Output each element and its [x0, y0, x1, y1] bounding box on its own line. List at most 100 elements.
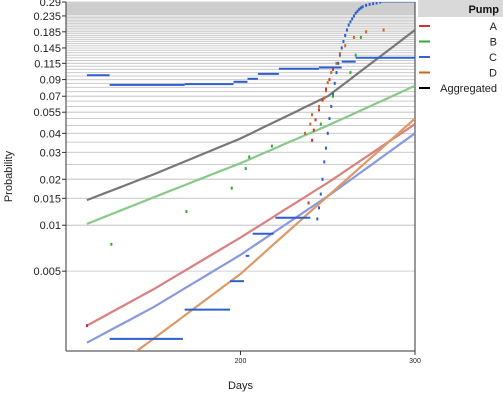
- data-point: [318, 108, 321, 112]
- data-point: [314, 118, 317, 122]
- y-tick-label: 0.03: [40, 147, 61, 159]
- data-point: [110, 242, 113, 246]
- series-Aggregated-curve: [86, 29, 415, 202]
- legend-title: Pump: [468, 4, 499, 16]
- data-point: [323, 160, 326, 164]
- data-point: [344, 33, 347, 37]
- legend-label: Aggregated: [440, 83, 497, 95]
- data-point: [349, 20, 352, 24]
- data-point: [309, 122, 312, 126]
- data-point: [361, 5, 364, 9]
- series-B-points: [110, 35, 362, 246]
- data-point: [365, 30, 368, 34]
- series-C-steps: [86, 56, 415, 340]
- y-tick-label: 0.115: [34, 58, 61, 70]
- legend-label: D: [489, 68, 497, 80]
- y-tick-label: 0.015: [33, 193, 61, 205]
- data-point: [368, 2, 371, 6]
- data-point: [321, 177, 324, 181]
- data-point: [326, 81, 329, 85]
- x-tick-label: 300: [409, 358, 421, 365]
- data-point: [335, 61, 338, 65]
- x-axis-title: Days: [228, 380, 254, 392]
- data-point: [321, 98, 324, 102]
- data-point: [316, 217, 319, 221]
- data-point: [311, 113, 314, 117]
- data-point: [372, 2, 375, 6]
- data-point: [354, 53, 357, 57]
- data-point: [340, 46, 343, 50]
- y-tick-label: 0.07: [40, 91, 61, 103]
- y-tick-label: 0.185: [33, 27, 61, 39]
- data-point: [344, 44, 347, 48]
- data-point: [318, 104, 321, 108]
- data-point: [338, 52, 341, 56]
- data-point: [326, 131, 329, 135]
- data-point: [318, 206, 321, 210]
- data-point: [330, 71, 333, 75]
- x-tick-label: 200: [235, 358, 247, 365]
- data-point: [345, 28, 348, 32]
- data-point: [354, 11, 357, 15]
- y-tick-label: 0.09: [40, 75, 61, 87]
- series-C-points: [316, 2, 382, 221]
- data-point: [331, 92, 334, 96]
- data-point: [337, 61, 340, 65]
- data-point: [352, 14, 355, 18]
- data-point: [307, 201, 310, 205]
- legend-label: C: [489, 52, 497, 64]
- data-point: [270, 144, 273, 148]
- series-C-curve: [86, 132, 415, 344]
- y-tick-label: 0.02: [40, 174, 61, 186]
- data-point: [328, 78, 331, 82]
- y-tick-label: 0.04: [40, 128, 61, 140]
- series-line: [86, 123, 415, 327]
- data-point: [333, 81, 336, 85]
- y-tick-label: 0.055: [33, 107, 61, 119]
- data-point: [323, 96, 326, 100]
- series-A-points: [85, 67, 334, 328]
- data-point: [312, 128, 315, 132]
- data-point: [248, 155, 251, 159]
- data-point: [331, 67, 334, 71]
- data-point: [356, 9, 359, 13]
- y-tick-label: 0.01: [40, 220, 61, 232]
- data-point: [185, 210, 188, 214]
- data-point: [244, 167, 247, 171]
- data-point: [342, 39, 345, 43]
- series-line: [86, 84, 415, 225]
- series-D-points: [304, 28, 385, 135]
- data-point: [375, 2, 378, 5]
- series-line: [134, 117, 415, 351]
- y-axis-title: Probability: [3, 150, 15, 202]
- data-point: [352, 35, 355, 39]
- data-point: [328, 117, 331, 121]
- legend-label: A: [490, 21, 498, 33]
- data-point: [359, 35, 362, 39]
- data-point: [311, 138, 314, 142]
- data-point: [347, 23, 350, 27]
- series-D-curve: [134, 117, 415, 351]
- y-tick-label: 0.145: [33, 43, 61, 55]
- grid-lines: [66, 1, 415, 272]
- data-point: [85, 324, 88, 328]
- data-point: [382, 28, 385, 32]
- data-point: [358, 7, 361, 11]
- series-line: [86, 29, 415, 202]
- data-point: [325, 87, 328, 91]
- data-point: [351, 17, 354, 21]
- data-point: [325, 146, 328, 150]
- data-point: [304, 131, 307, 135]
- data-point: [379, 2, 382, 4]
- y-tick-label: 0.29: [40, 0, 61, 9]
- data-point: [319, 122, 322, 126]
- data-point: [331, 94, 334, 98]
- legend-label: B: [490, 37, 497, 49]
- y-tick-label: 0.005: [33, 266, 61, 278]
- series-A-curve: [86, 123, 415, 327]
- data-point: [330, 104, 333, 108]
- legend-title-bg: [418, 0, 503, 17]
- data-point: [365, 3, 368, 7]
